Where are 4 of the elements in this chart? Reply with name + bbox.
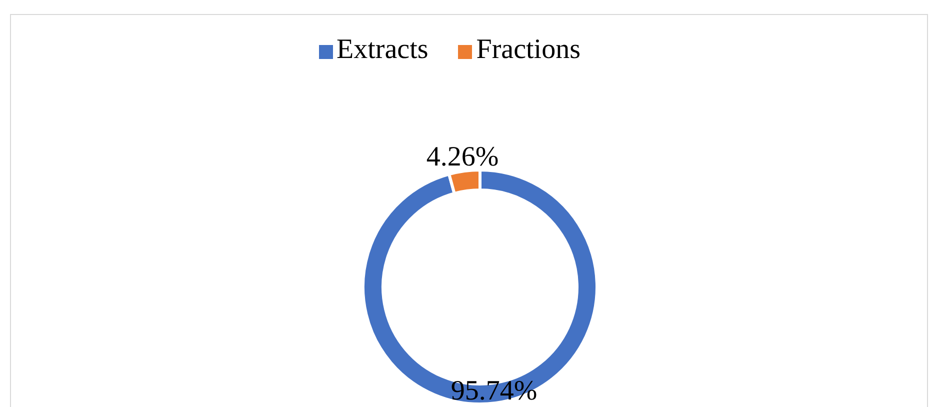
legend-label: Fractions <box>476 34 580 65</box>
legend-label: Extracts <box>336 34 428 65</box>
data-label: 95.74% <box>450 376 538 407</box>
data-label: 4.26% <box>426 142 499 173</box>
